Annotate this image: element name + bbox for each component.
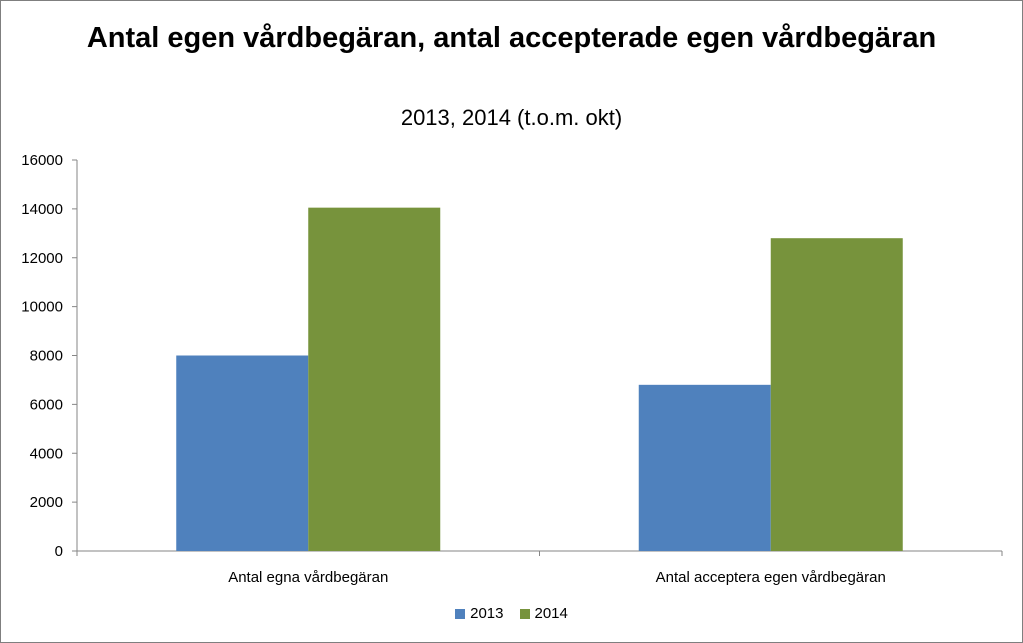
legend-label-2014: 2014 bbox=[534, 605, 568, 622]
legend-item-2013: 2013 bbox=[455, 605, 504, 622]
y-tick-label: 4000 bbox=[30, 445, 63, 462]
y-tick-label: 12000 bbox=[21, 250, 63, 267]
bar-2014-1 bbox=[308, 207, 441, 551]
bar-2013-1 bbox=[176, 355, 309, 551]
y-tick-label: 14000 bbox=[21, 201, 63, 218]
y-tick-label: 8000 bbox=[30, 348, 63, 365]
legend-label-2013: 2013 bbox=[470, 605, 504, 622]
y-tick-label: 10000 bbox=[21, 299, 63, 316]
y-tick-label: 6000 bbox=[30, 396, 63, 413]
bar-2014-2 bbox=[770, 238, 903, 551]
x-category-label: Antal egna vårdbegäran bbox=[228, 569, 388, 586]
y-tick-label: 2000 bbox=[30, 494, 63, 511]
y-tick-label: 0 bbox=[55, 543, 63, 560]
chart-subtitle: 2013, 2014 (t.o.m. okt) bbox=[400, 105, 623, 130]
y-tick-label: 16000 bbox=[21, 152, 63, 169]
legend-swatch-2014 bbox=[519, 608, 530, 619]
legend-swatch-2013 bbox=[455, 608, 466, 619]
legend: 2013 2014 bbox=[1, 605, 1022, 622]
chart-title: Antal egen vårdbegäran, antal accepterad… bbox=[86, 22, 937, 54]
x-category-label: Antal acceptera egen vårdbegäran bbox=[656, 569, 886, 586]
bar-2013-2 bbox=[638, 384, 771, 551]
legend-item-2014: 2014 bbox=[519, 605, 568, 622]
